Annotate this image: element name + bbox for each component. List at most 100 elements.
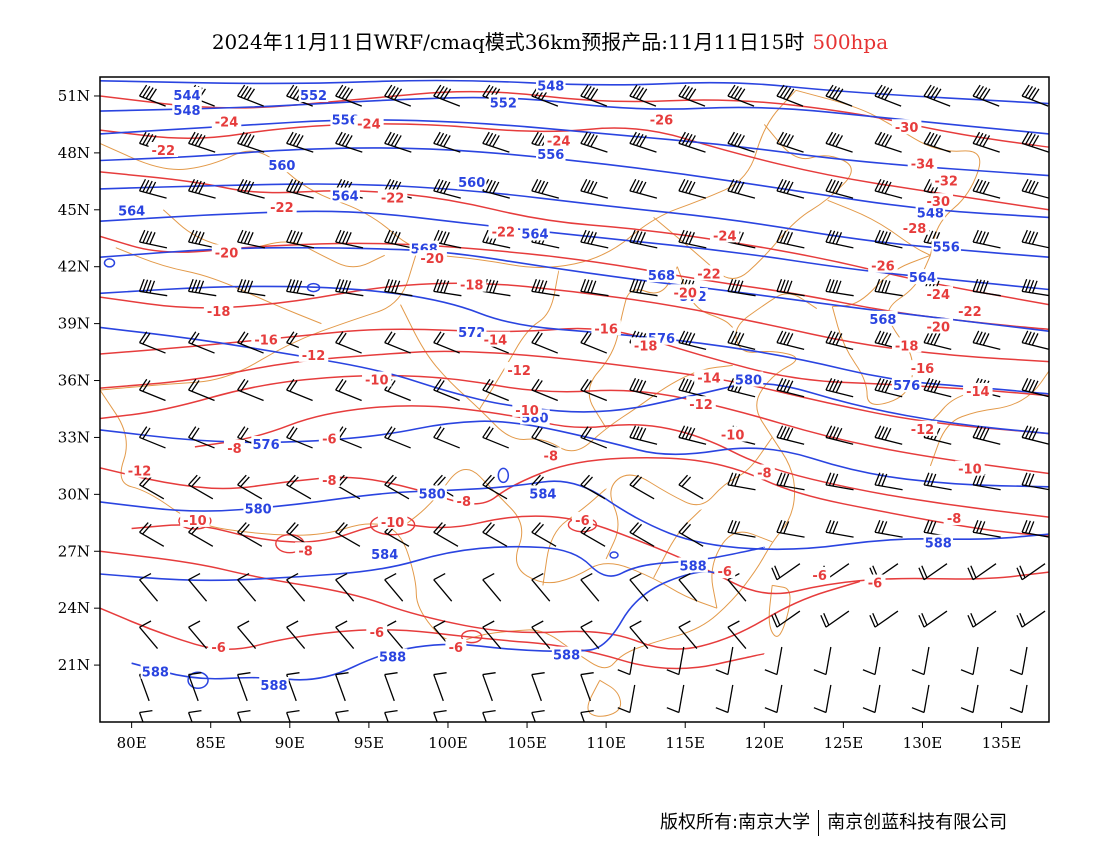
temperature-contour-label-bg [377,189,408,205]
wind-barb [776,472,805,491]
temperature-contour-label: -26 [871,260,895,275]
wind-barb [335,378,362,402]
wind-barb [384,620,404,650]
height-contour-label-bg [915,204,946,220]
height-contour-label: 580 [245,503,272,518]
wind-barb [617,684,636,714]
wind-barb [972,229,1001,249]
temperature-contour-label: -18 [207,305,231,320]
wind-barb [1009,684,1028,714]
wind-barb [531,572,551,602]
temperature-contour-label: -22 [492,226,516,241]
wind-barb [237,84,264,107]
wind-barb [433,331,460,354]
wind-barb [776,330,805,350]
wind-barb [629,84,657,107]
wind-barb [139,426,166,449]
wind-barb [335,522,361,547]
temperature-contour-label-bg [868,257,898,273]
wind-barb [482,672,496,702]
temperature-contour-label-bg [124,462,155,478]
temperature-contour-label-bg [931,172,961,188]
temperature-contour-label-bg [955,303,985,319]
temperature-contour-label-bg [907,155,938,171]
temperature-contour-label-bg [366,623,388,639]
temperature-contour-label-bg [543,132,574,148]
wind-barb [335,331,362,354]
wind-barb [188,378,215,402]
wind-barb [1021,229,1049,249]
wind-barb [629,572,649,602]
wind-barb [384,131,412,153]
wind-barb [531,672,545,702]
wind-barb [1016,563,1046,581]
wind-barb [335,710,349,722]
wind-barb [874,84,902,107]
wind-barb [580,331,608,354]
wind-barb [678,572,698,602]
temperature-contour-label: -8 [457,495,471,510]
wind-barb [776,425,805,445]
company-text: 南京创蓝科技有限公司 [827,812,1008,833]
wind-barb [580,178,609,199]
wind-barb [967,563,997,581]
wind-barb [580,131,608,153]
wind-barb [482,378,509,402]
height-contour-label: 548 [537,79,564,94]
temperature-contour-label: -14 [484,334,508,349]
wind-barb [139,331,166,354]
wind-barb [678,178,707,199]
wind-barb [580,474,606,500]
height-contour-line [100,79,1049,105]
wind-barb [678,474,704,500]
height-contour-label-bg [891,377,922,393]
temperature-contour-label: -16 [254,334,278,349]
chart-title: 2024年11月11日WRF/cmaq模式36km预报产品:11月11日15时 5… [0,26,1100,55]
wind-barb [580,278,609,297]
temperature-contour-label-bg [955,460,985,476]
y-tick-label: 27N [58,542,90,560]
wind-barb [482,278,511,297]
wind-barb [862,646,881,676]
wind-barb [678,425,707,445]
wind-barb [825,330,854,350]
wind-barb [139,620,159,650]
height-contour-label: 580 [735,374,762,389]
wind-barb [433,131,461,153]
temperature-contour-label: -18 [460,279,484,294]
wind-barb [727,472,756,491]
wind-barb [666,646,685,676]
wind-barb [776,84,804,107]
wind-barb [286,620,306,650]
temperature-contour-label-bg [354,115,384,131]
border-line [542,488,607,586]
border-line [100,389,575,653]
wind-barb [629,229,658,249]
wind-barb [629,522,655,547]
y-tick-label: 33N [58,428,90,446]
wind-barb [384,572,404,602]
wind-barb [629,131,657,153]
temperature-contour-label-bg [504,362,534,378]
wind-barb [188,620,208,650]
temperature-contour-line [100,607,766,670]
height-contour-label-bg [536,145,566,161]
wind-barb [678,84,706,107]
temperature-contour-label-bg [717,426,748,442]
wind-barb [384,474,410,500]
wind-barb [776,178,805,199]
wind-barb [236,710,251,722]
wind-barb [820,610,850,628]
temperature-contour-label: -24 [357,117,381,132]
temperature-contour-label: -6 [812,569,826,584]
temperature-contour-label: -24 [927,288,951,303]
wind-barb [715,684,734,714]
temperature-contour-line [100,550,860,650]
wind-barb [433,84,461,107]
wind-barb [727,330,756,350]
border-line [929,370,1049,467]
temperature-contour-label: -16 [911,362,935,377]
wind-barb [531,178,559,199]
wind-barb [678,620,698,650]
temperature-contour-label: -12 [911,423,935,438]
